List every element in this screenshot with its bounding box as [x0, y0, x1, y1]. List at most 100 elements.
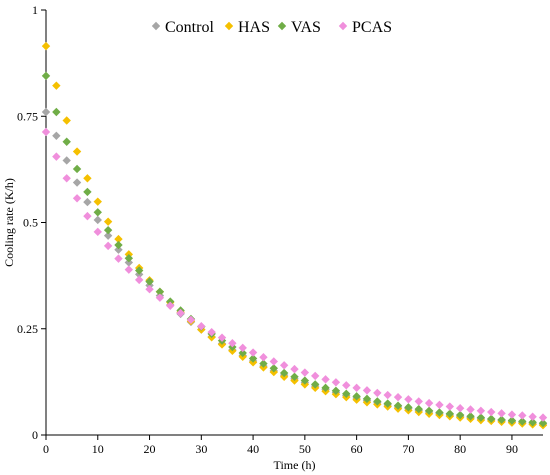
- data-point-pcas: [52, 152, 61, 161]
- data-point-pcas: [83, 211, 92, 221]
- data-point-vas: [487, 414, 496, 424]
- x-tick-label: 10: [92, 442, 104, 456]
- data-point-control: [83, 197, 92, 207]
- legend-label: PCAS: [352, 19, 392, 36]
- data-point-pcas: [114, 254, 123, 263]
- legend-marker: [224, 21, 234, 31]
- data-point-vas: [52, 107, 61, 117]
- data-point-vas: [114, 240, 123, 250]
- data-point-vas: [466, 412, 475, 421]
- data-point-has: [83, 174, 92, 183]
- data-point-vas: [497, 415, 506, 424]
- data-point-vas: [145, 277, 154, 286]
- data-point-pcas: [383, 390, 392, 400]
- data-point-vas: [290, 372, 299, 381]
- data-point-vas: [279, 368, 289, 378]
- data-point-pcas: [62, 174, 71, 183]
- data-point-vas: [518, 417, 527, 426]
- data-point-vas: [103, 225, 113, 235]
- data-point-vas: [321, 383, 330, 393]
- y-axis-ticks: 0 0.25 0.5 0.75 1: [17, 3, 46, 442]
- legend: Control HAS VAS PCAS: [151, 19, 392, 36]
- data-point-pcas: [207, 327, 216, 337]
- data-point-pcas: [259, 353, 268, 362]
- x-tick-label: 0: [43, 442, 49, 456]
- data-point-vas: [311, 380, 320, 389]
- y-tick-label: 0.5: [23, 216, 38, 230]
- data-point-vas: [383, 399, 392, 408]
- data-point-pcas: [269, 357, 278, 366]
- data-point-control: [62, 156, 71, 165]
- data-point-pcas: [197, 322, 206, 331]
- data-point-pcas: [134, 275, 144, 285]
- data-point-pcas: [393, 392, 403, 402]
- data-point-pcas: [72, 194, 82, 203]
- data-point-vas: [352, 392, 361, 401]
- data-point-pcas: [176, 308, 185, 318]
- x-axis-ticks: 0 10 20 30 40 50 60 70 80 90: [43, 435, 518, 456]
- data-point-has: [52, 81, 61, 90]
- data-point-control: [93, 215, 102, 225]
- data-point-pcas: [103, 241, 113, 251]
- y-tick-label: 1: [32, 3, 38, 17]
- data-point-pcas: [248, 348, 258, 357]
- data-point-vas: [41, 71, 51, 81]
- data-points: [41, 41, 548, 430]
- data-point-vas: [455, 410, 465, 420]
- data-point-vas: [404, 403, 413, 412]
- data-point-vas: [362, 394, 372, 404]
- x-tick-label: 50: [299, 442, 311, 456]
- data-point-pcas: [290, 364, 299, 374]
- y-axis-title: Cooling rate (K/h): [2, 178, 16, 267]
- data-point-pcas: [238, 343, 247, 353]
- data-point-vas: [300, 376, 310, 385]
- data-point-pcas: [145, 285, 154, 294]
- legend-item-control: Control: [151, 19, 214, 36]
- data-point-vas: [269, 364, 278, 373]
- data-point-pcas: [466, 405, 475, 414]
- x-tick-label: 30: [195, 442, 207, 456]
- y-tick-label: 0.75: [17, 109, 38, 123]
- x-axis-title: Time (h): [274, 458, 316, 472]
- data-point-control: [41, 107, 51, 117]
- data-point-vas: [83, 187, 92, 197]
- data-point-vas: [62, 137, 71, 146]
- data-point-vas: [155, 287, 165, 296]
- legend-item-pcas: PCAS: [338, 19, 392, 36]
- legend-label: VAS: [291, 19, 321, 36]
- legend-item-vas: VAS: [277, 19, 321, 36]
- data-point-control: [72, 178, 82, 187]
- data-point-pcas: [476, 406, 486, 415]
- data-point-control: [103, 231, 113, 240]
- data-point-pcas: [362, 386, 372, 395]
- data-point-vas: [72, 164, 82, 174]
- data-point-pcas: [331, 378, 341, 387]
- data-point-pcas: [166, 301, 175, 310]
- data-point-vas: [124, 254, 134, 263]
- data-point-pcas: [507, 410, 517, 419]
- data-point-pcas: [528, 412, 537, 421]
- data-point-pcas: [217, 333, 227, 342]
- data-point-vas: [507, 416, 517, 425]
- data-point-pcas: [41, 127, 51, 137]
- data-point-vas: [342, 389, 351, 398]
- data-point-has: [72, 147, 82, 156]
- data-point-has: [93, 197, 102, 206]
- data-point-vas: [373, 397, 382, 406]
- data-point-pcas: [404, 395, 413, 404]
- x-tick-label: 70: [402, 442, 414, 456]
- data-point-pcas: [518, 411, 527, 420]
- data-point-vas: [238, 348, 247, 358]
- data-point-pcas: [228, 339, 237, 348]
- data-point-vas: [445, 409, 455, 418]
- data-point-pcas: [487, 407, 496, 417]
- data-point-has: [103, 217, 113, 226]
- data-point-control: [52, 131, 61, 140]
- legend-label: HAS: [238, 19, 270, 36]
- data-point-vas: [134, 266, 144, 275]
- data-point-vas: [435, 408, 444, 417]
- data-point-vas: [414, 404, 423, 414]
- data-point-control: [124, 258, 134, 267]
- legend-marker: [151, 21, 161, 31]
- data-point-control: [114, 245, 123, 254]
